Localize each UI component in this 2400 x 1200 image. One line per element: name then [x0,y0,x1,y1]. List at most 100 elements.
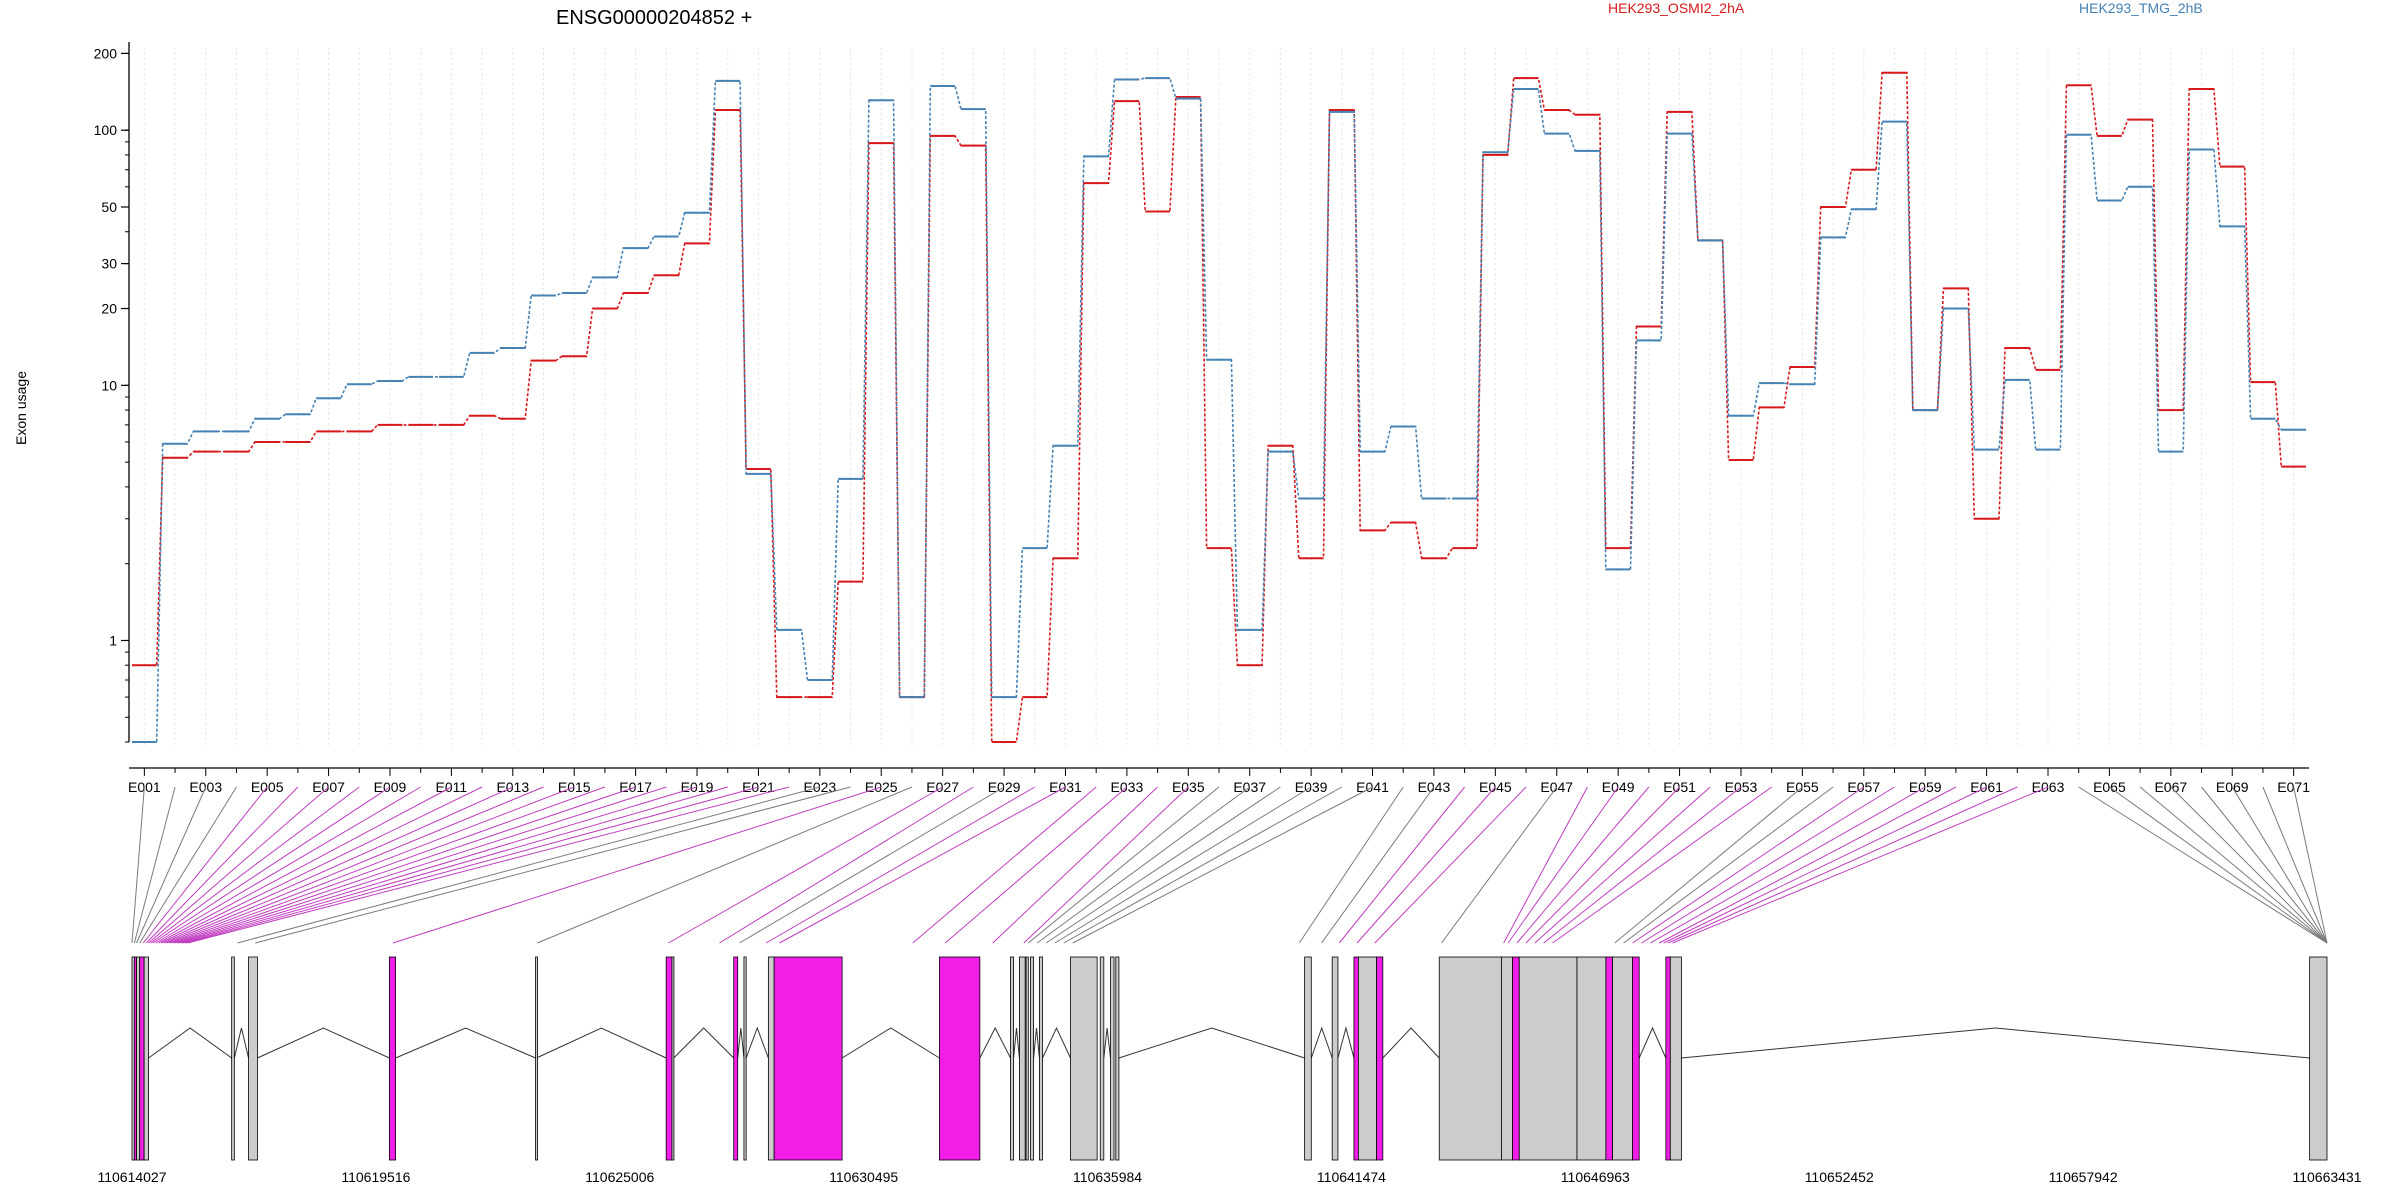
connector [2139,786,2328,944]
connector [133,786,176,944]
gene-model [131,956,2328,1161]
exon-box [767,956,775,1161]
connector-highlighted [148,786,329,944]
connector-highlighted [182,786,728,944]
connector-highlighted [944,786,1128,944]
connector [2201,786,2328,944]
connector-highlighted [1525,786,1680,944]
exon-box [1357,956,1378,1161]
intron-line [673,1027,735,1059]
connector-highlighted [1507,786,1619,944]
connector-highlighted [1543,786,1742,944]
connector-highlighted [1650,786,1926,944]
connector [136,786,207,944]
x-tick-label: E059 [1909,779,1942,795]
y-tick-label: 200 [94,45,118,61]
x-tick-label: E051 [1663,779,1696,795]
coordinate-label: 110619516 [341,1169,410,1185]
y-tick-label: 30 [101,256,117,272]
coordinate-label: 110614027 [97,1169,166,1185]
connector [2262,786,2328,944]
x-tick-label: E021 [742,779,775,795]
intron-line [536,1027,667,1059]
connector-highlighted [174,786,636,944]
connector-highlighted [179,786,698,944]
exon-box-highlighted [1353,956,1359,1161]
connector [1054,786,1312,944]
exon-box [1576,956,1607,1161]
connector-highlighted [160,786,483,944]
exon-box [1304,956,1312,1161]
y-tick-label: 20 [101,301,117,317]
x-tick-label: E019 [681,779,714,795]
connector-highlighted [668,786,943,944]
intron-line [1013,1027,1020,1059]
x-tick-label: E039 [1295,779,1328,795]
exon-box [2309,956,2328,1161]
exon-box [1099,956,1105,1161]
connector-highlighted [1667,786,2018,944]
connector-highlighted [992,786,1158,944]
connector-highlighted [1534,786,1711,944]
exon-box-highlighted [1632,956,1640,1161]
exon-box [136,956,141,1161]
x-tick-label: E055 [1786,779,1819,795]
intron-line [737,1027,745,1059]
connector [1063,786,1343,944]
x-tick-label: E017 [619,779,652,795]
connector-highlighted [168,786,575,944]
connector [255,786,851,944]
y-axis-label: Exon usage [13,371,29,445]
y-tick-label: 10 [101,377,117,393]
exon-box-highlighted [388,956,397,1161]
connector-highlighted [158,786,452,944]
exon-box-highlighted [1605,956,1613,1161]
exon-box-highlighted [665,956,673,1161]
coordinate-label: 110646963 [1561,1169,1630,1185]
x-tick-label: E063 [2032,779,2065,795]
intron-line [1681,1027,2310,1059]
connector-highlighted [1641,786,1895,944]
exon-box-highlighted [139,956,145,1161]
y-tick-label: 50 [101,199,117,215]
connector-highlighted [1338,786,1466,944]
exon-box [1438,956,1502,1161]
exon-box [1110,956,1115,1161]
x-tick-label: E029 [988,779,1021,795]
connector-highlighted [1552,786,1772,944]
exon-box [1331,956,1339,1161]
intron-line [1033,1027,1040,1059]
connector-highlighted [719,786,974,944]
connector [1623,786,1834,944]
connector-highlighted [912,786,1097,944]
intron-line [841,1027,940,1059]
coordinate-label: 110657942 [2049,1169,2118,1185]
x-tick-label: E027 [926,779,959,795]
connector-highlighted [1672,786,2049,944]
coordinate-label: 110641474 [1317,1169,1386,1185]
connector [2109,786,2328,944]
connector-highlighted [155,786,421,944]
connector [131,786,145,944]
connector [1045,786,1281,944]
exon-box [248,956,258,1161]
connector-highlighted [779,786,1066,944]
x-tick-label: E033 [1111,779,1144,795]
connector [139,786,237,944]
x-tick-label: E007 [312,779,345,795]
y-tick-label: 1 [109,632,117,648]
connector-highlighted [1374,786,1527,944]
intron-line [1103,1027,1111,1059]
connector-highlighted [1356,786,1496,944]
connector-highlighted [1663,786,1987,944]
genomic-coordinate-axis: 110614027 110619516 110625006 110630495 1106… [97,1169,2361,1185]
series-layer [132,71,2306,743]
x-tick-label: E025 [865,779,898,795]
connector-highlighted [1632,786,1865,944]
y-tick-label: 100 [94,122,118,138]
exon-box [1018,956,1026,1161]
connector-highlighted [145,786,299,944]
exon-box [143,956,149,1161]
connector [739,786,1005,944]
